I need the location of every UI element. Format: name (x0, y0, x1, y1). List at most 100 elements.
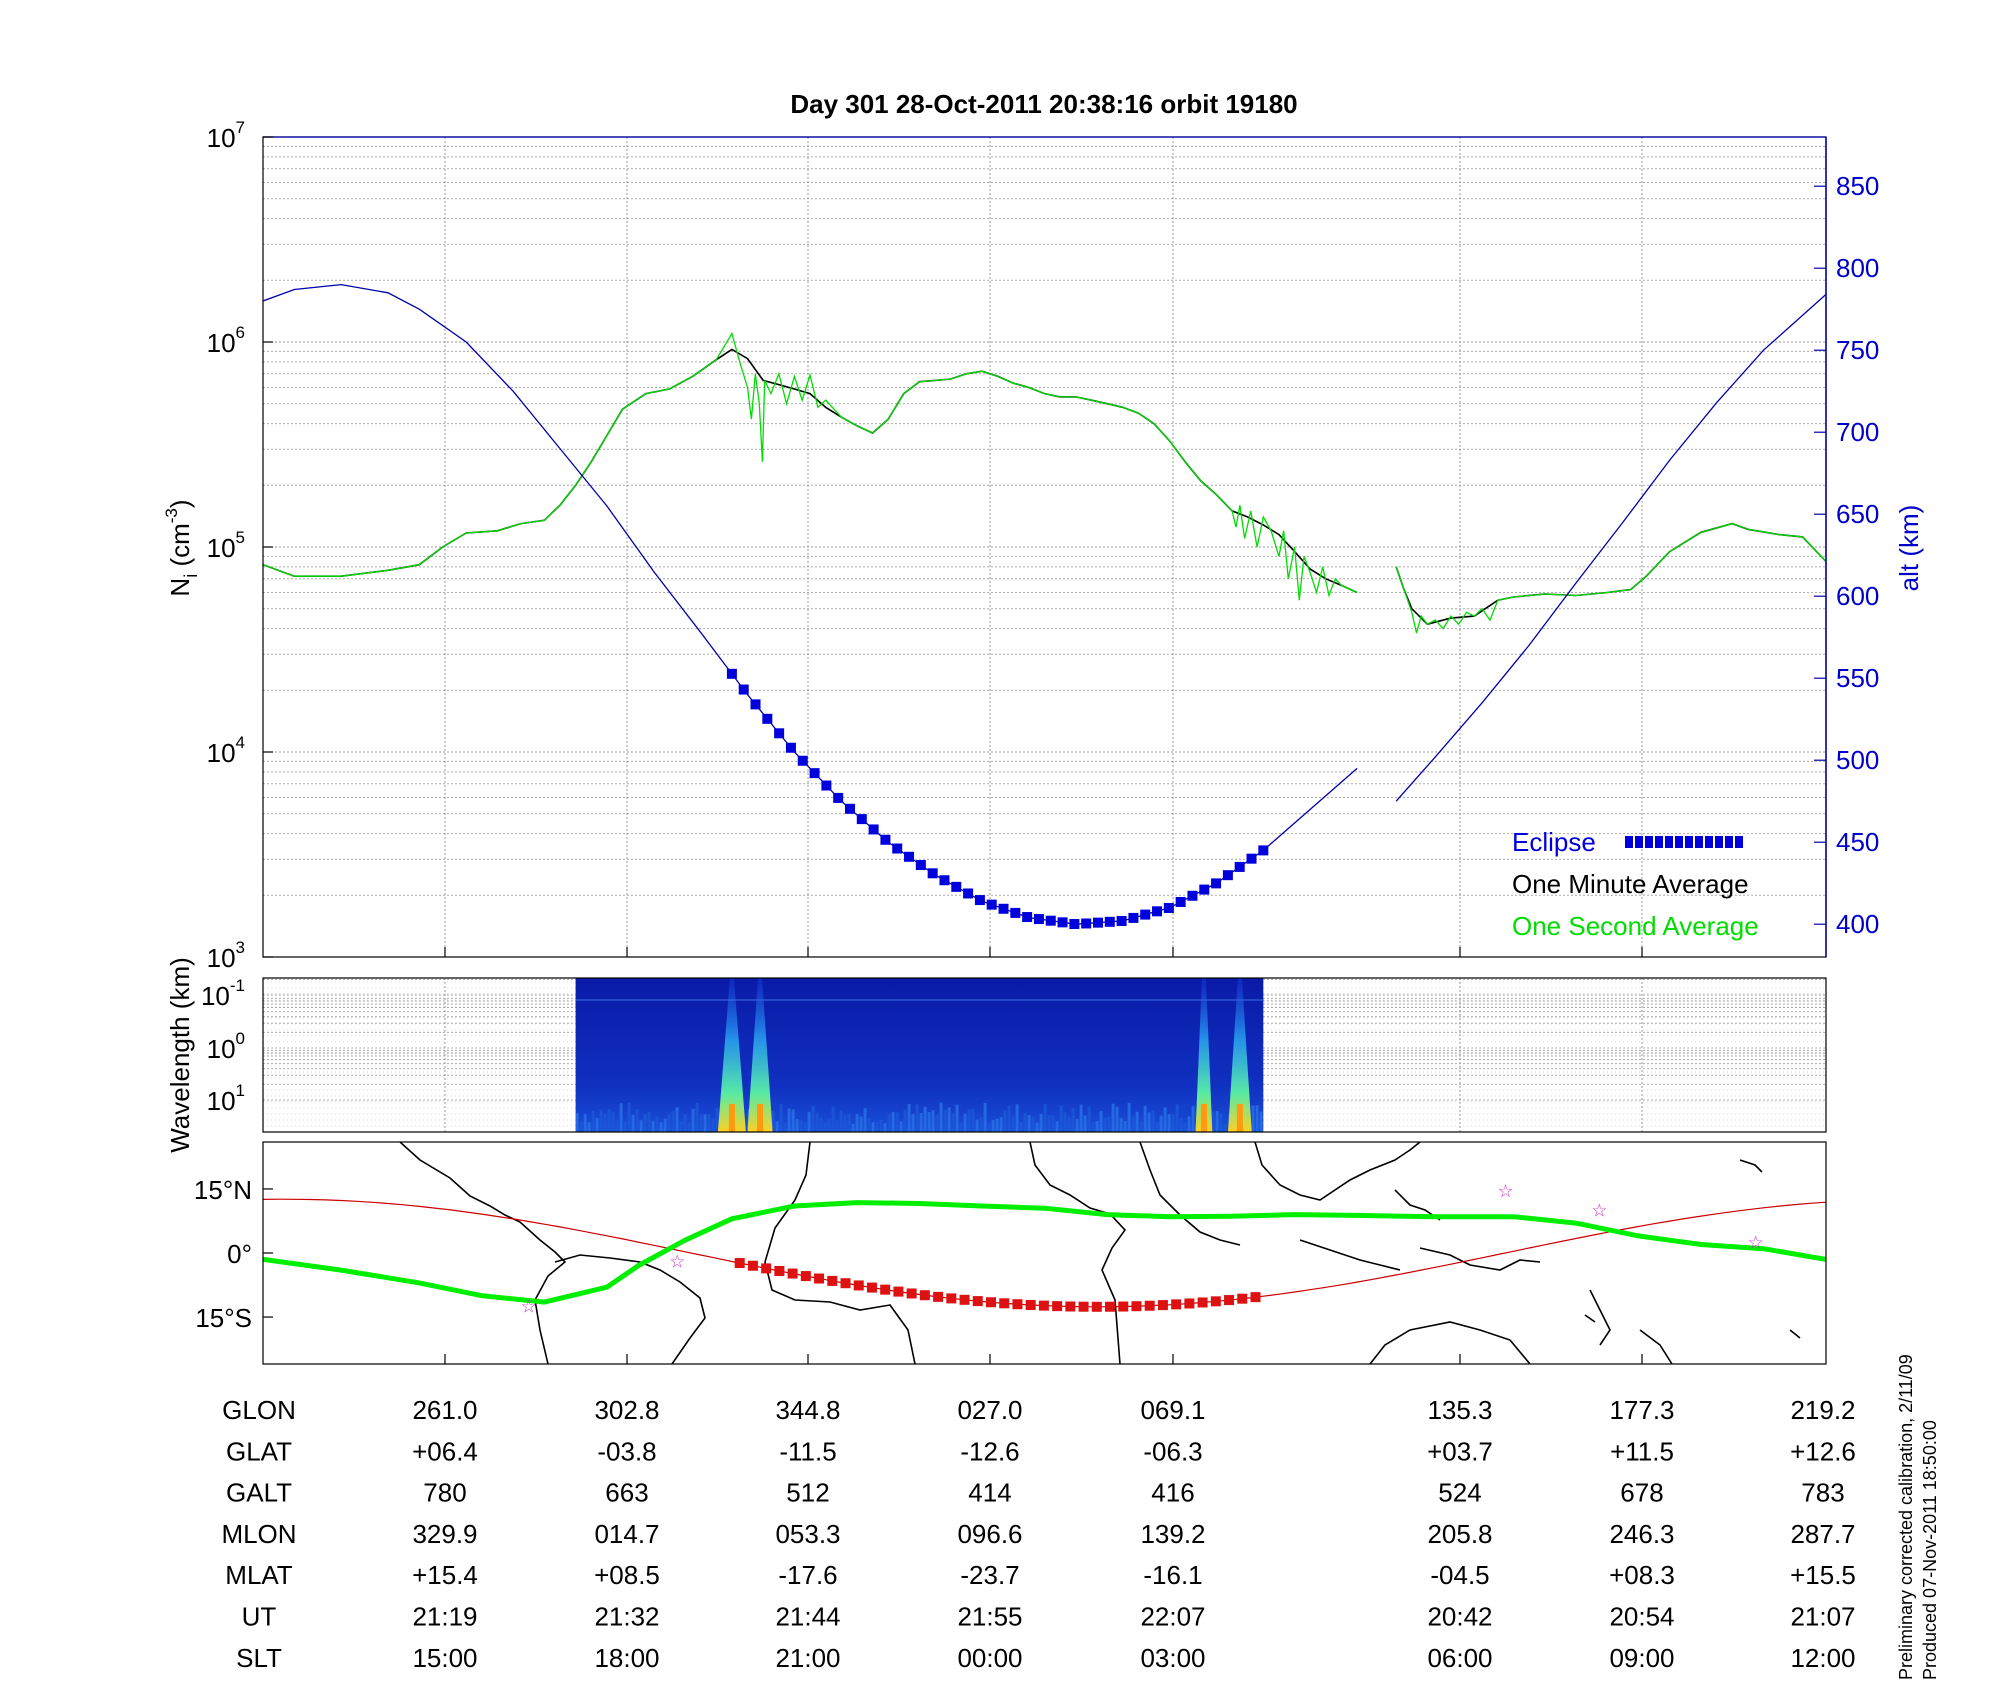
coastline (1739, 1159, 1763, 1173)
spec-cell (887, 1114, 891, 1132)
spec-cell (823, 1122, 827, 1132)
spec-burst (1195, 978, 1213, 1132)
spec-cell (819, 1117, 823, 1132)
spec-cell (1091, 1122, 1095, 1132)
legend-eclipse-square (1655, 836, 1663, 848)
spec-cell (799, 1120, 803, 1132)
eclipse-marker (915, 860, 926, 871)
coastline (1419, 1247, 1541, 1271)
eclipse-marker (762, 713, 773, 724)
table-cell: -12.6 (960, 1436, 1019, 1466)
table-cell: 00:00 (957, 1643, 1022, 1673)
spec-cell (783, 1123, 787, 1132)
y-tick-label: 103 (207, 938, 245, 973)
table-cell: +15.5 (1790, 1560, 1856, 1590)
spec-cell (1083, 1115, 1087, 1132)
table-cell: +08.5 (594, 1560, 660, 1590)
spec-cell (991, 1119, 995, 1132)
spec-cell (1215, 1111, 1219, 1132)
table-row-label: UT (242, 1602, 277, 1632)
spec-cell (883, 1123, 887, 1132)
spec-cell (851, 1123, 855, 1132)
spectrogram-y-label: Wavelength (km) (165, 957, 195, 1153)
table-cell: 20:54 (1609, 1602, 1674, 1632)
table-cell: 512 (786, 1478, 829, 1508)
spec-cell (1131, 1116, 1135, 1132)
table-cell: 261.0 (412, 1395, 477, 1425)
spec-cell (655, 1116, 659, 1132)
spec-cell (903, 1109, 907, 1132)
map-eclipse-marker (814, 1273, 825, 1284)
legend-eclipse-square (1715, 836, 1723, 848)
spec-cell (695, 1102, 699, 1132)
spec-burst-core (757, 1104, 764, 1132)
eclipse-marker (1211, 878, 1222, 889)
eclipse-marker (998, 903, 1009, 914)
spec-cell (875, 1122, 879, 1132)
map-eclipse-marker (840, 1278, 851, 1289)
table-cell: 21:19 (412, 1602, 477, 1632)
spec-cell (1007, 1105, 1011, 1132)
map-eclipse-marker (1052, 1301, 1063, 1312)
spec-cell (1095, 1121, 1099, 1132)
spec-cell (955, 1104, 959, 1132)
map-eclipse-marker (1038, 1300, 1049, 1311)
map-eclipse-marker (985, 1297, 996, 1308)
map-eclipse-marker (946, 1293, 957, 1304)
table-cell: -06.3 (1143, 1436, 1202, 1466)
spec-cell (915, 1104, 919, 1132)
coastline (1789, 1329, 1801, 1339)
spec-cell (1127, 1102, 1131, 1132)
map-lat-ticks: 15°N 0° 15°S (194, 1175, 1643, 1364)
eclipse-marker (927, 868, 938, 879)
legend-eclipse-label: Eclipse (1512, 827, 1596, 857)
y2-tick-label: 800 (1836, 253, 1879, 283)
coastline (399, 1142, 567, 1364)
table-cell: 135.3 (1427, 1395, 1492, 1425)
map-eclipse-marker (1171, 1299, 1182, 1310)
density-y-label: Ni (cm-3) (162, 499, 201, 596)
eclipse-marker (880, 834, 891, 845)
spec-cell (1031, 1116, 1035, 1132)
spec-cell (1079, 1104, 1083, 1132)
spec-cell (931, 1110, 935, 1132)
map-eclipse-marker (1250, 1292, 1261, 1303)
eclipse-marker (833, 792, 844, 803)
coastline (1029, 1142, 1127, 1364)
spec-cell (1151, 1110, 1155, 1132)
y2-tick-label: 450 (1836, 827, 1879, 857)
eclipse-marker (1069, 919, 1080, 930)
spec-cell (795, 1118, 799, 1132)
spec-cell (1119, 1117, 1123, 1132)
spec-cell (951, 1112, 955, 1132)
spec-cell (1111, 1103, 1115, 1132)
spectrogram-background (575, 978, 1264, 1132)
spec-cell (715, 1107, 719, 1132)
spec-cell (971, 1109, 975, 1132)
spec-cell (667, 1113, 671, 1132)
spec-cell (659, 1122, 663, 1132)
legend-eclipse-square (1665, 836, 1673, 848)
spec-cell (1191, 1106, 1195, 1132)
eclipse-marker (892, 843, 903, 854)
spec-burst-core (728, 1104, 735, 1132)
spec-cell (803, 1122, 807, 1132)
y2-tick-label: 600 (1836, 581, 1879, 611)
legend: Eclipse One Minute Average One Second Av… (1512, 827, 1759, 941)
spec-cell (947, 1107, 951, 1132)
spec-cell (995, 1118, 999, 1132)
coastline (554, 1254, 706, 1364)
y-tick-label: 107 (207, 118, 245, 153)
table-cell: 663 (605, 1478, 648, 1508)
spec-cell (787, 1108, 791, 1132)
map-eclipse-marker (866, 1282, 877, 1293)
table-cell: 780 (423, 1478, 466, 1508)
y2-tick-label: 550 (1836, 663, 1879, 693)
y2-tick-label: 500 (1836, 745, 1879, 775)
y2-tick-label: 650 (1836, 499, 1879, 529)
eclipse-marker (974, 895, 985, 906)
eclipse-marker (1152, 906, 1163, 917)
magnetic-star-marker: ☆ (1748, 1232, 1764, 1252)
coastline (1639, 1329, 1673, 1364)
spec-cell (779, 1104, 783, 1132)
